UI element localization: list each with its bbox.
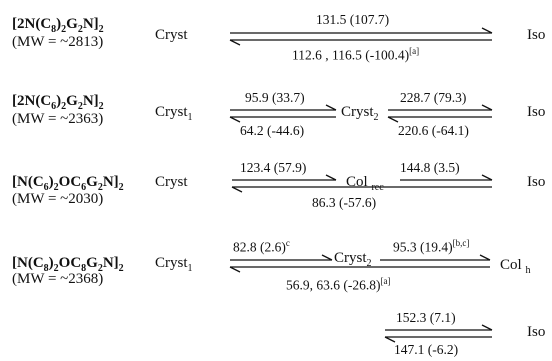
compound-name: [N(C8)2OC8G2N]2: [12, 255, 124, 274]
phase-label: Col h: [500, 257, 531, 276]
row3-forward-arrow-2: [400, 174, 493, 181]
phase-label: Iso: [527, 27, 546, 43]
phase-label: Cryst2: [334, 250, 372, 269]
transition-value: 220.6 (-64.1): [398, 123, 469, 138]
phase-label: Cryst1: [155, 255, 193, 274]
row4-forward-arrow-1: [230, 254, 333, 261]
row2-equilibrium-arrow-1: [229, 104, 337, 123]
transition-value: 131.5 (107.7): [316, 12, 390, 27]
row4-forward-arrow-2: [380, 254, 491, 261]
row3-return-arrow: [231, 186, 492, 193]
molecular-weight: (MW = ~2368): [12, 271, 104, 287]
phase-label: Iso: [527, 174, 546, 190]
compound-name: [2N(C8)2G2N]2: [12, 16, 104, 35]
transition-value: 152.3 (7.1): [396, 310, 456, 325]
molecular-weight: (MW = ~2030): [12, 191, 104, 207]
row1-equilibrium-arrow: [229, 27, 493, 46]
molecular-weight: (MW = ~2813): [12, 34, 104, 50]
row2-equilibrium-arrow-2: [387, 104, 493, 123]
transition-value: 64.2 (-44.6): [240, 123, 305, 138]
transition-value: 123.4 (57.9): [240, 160, 307, 175]
phase-label: Iso: [527, 324, 546, 340]
molecular-weight: (MW = ~2363): [12, 111, 104, 127]
phase-label: Cryst: [155, 174, 188, 190]
row5-equilibrium-arrow: [384, 324, 493, 343]
transition-value: 56.9, 63.6 (-26.8)[a]: [286, 276, 391, 293]
transition-value: 144.8 (3.5): [400, 160, 460, 175]
transition-value: 95.9 (33.7): [245, 90, 305, 105]
row3-forward-arrow-1: [232, 174, 337, 181]
phase-label: Col rec: [346, 174, 384, 193]
transition-value: 82.8 (2.6)c: [233, 238, 290, 255]
transition-value: 228.7 (79.3): [400, 90, 467, 105]
phase-label: Cryst1: [155, 104, 193, 123]
transition-value: 86.3 (-57.6): [312, 195, 377, 210]
compound-name: [2N(C6)2G2N]2: [12, 93, 104, 112]
transition-value: 147.1 (-6.2): [394, 342, 459, 357]
phase-label: Cryst: [155, 27, 188, 43]
transition-value: 95.3 (19.4)[b,c]: [393, 238, 470, 255]
row4-return-arrow: [229, 266, 490, 273]
compound-name: [N(C6)2OC6G2N]2: [12, 174, 124, 193]
phase-label: Cryst2: [341, 104, 379, 123]
transition-value: 112.6 , 116.5 (-100.4)[a]: [292, 46, 420, 63]
phase-label: Iso: [527, 104, 546, 120]
